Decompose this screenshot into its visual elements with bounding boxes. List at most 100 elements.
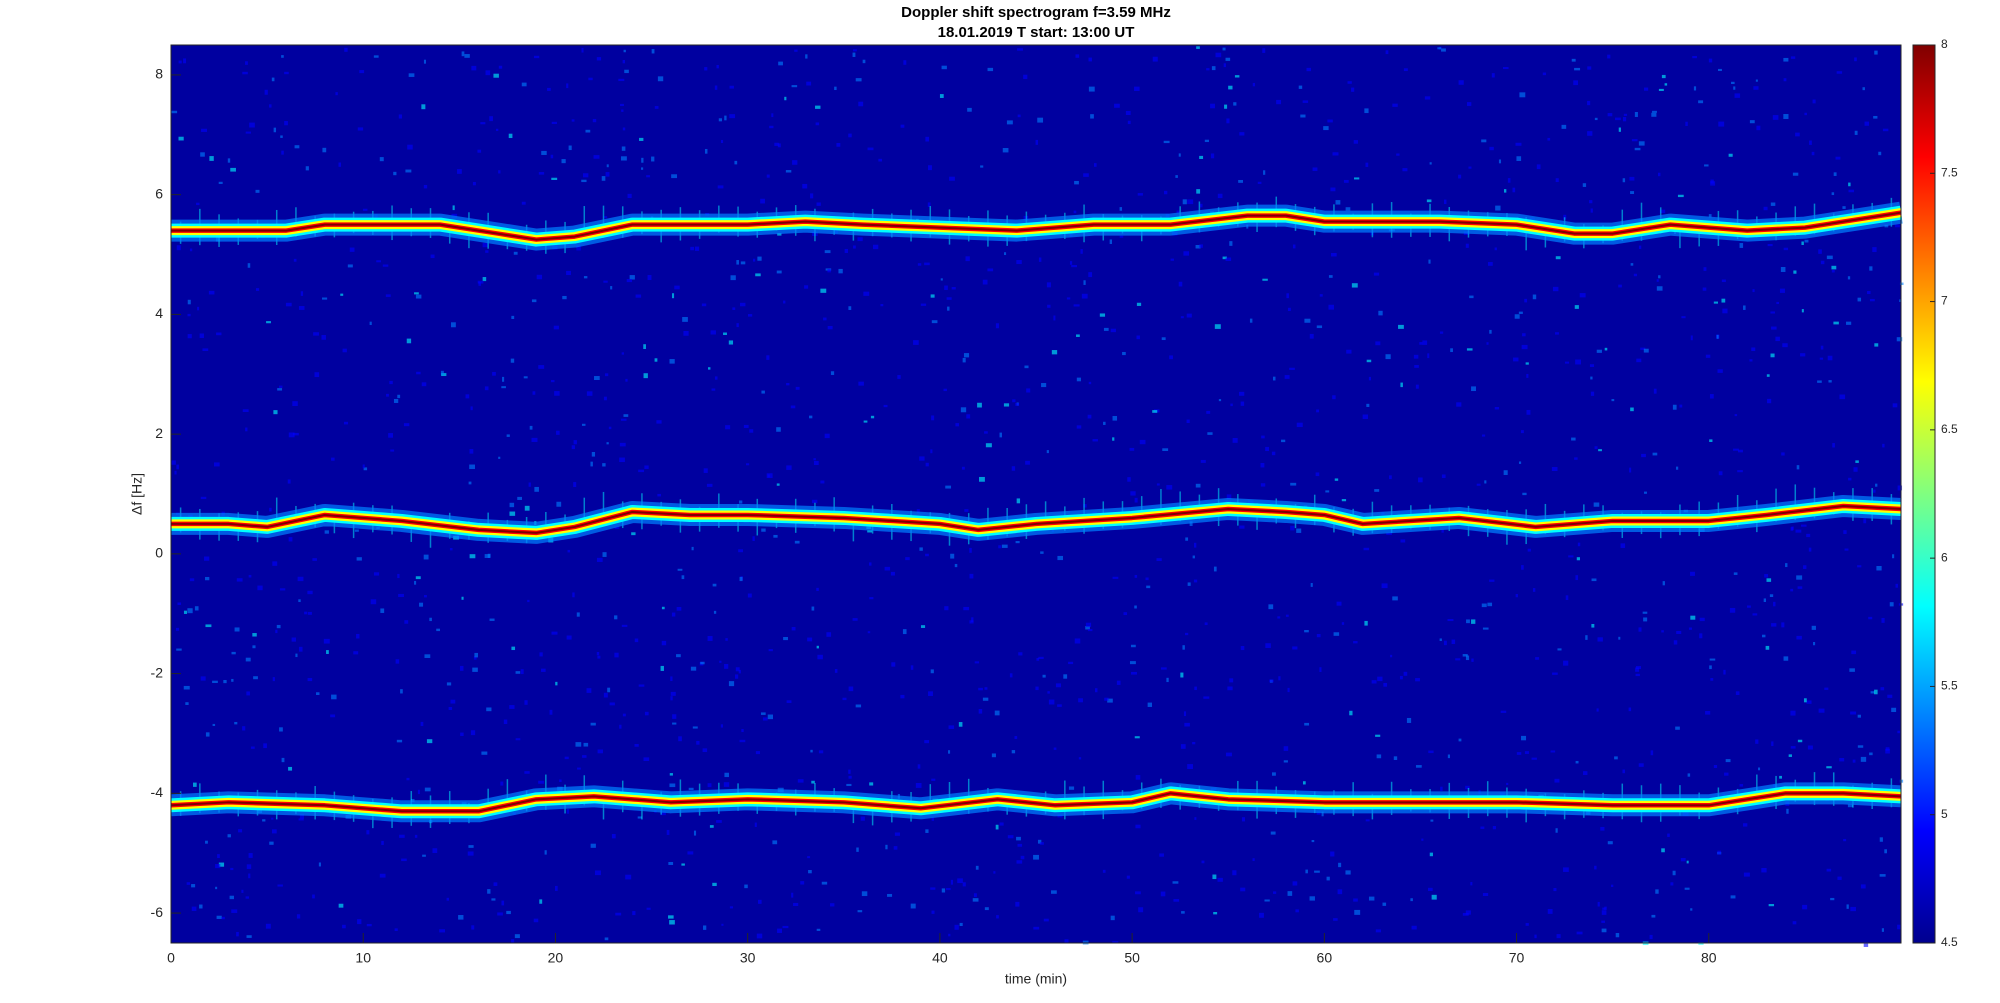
speckle bbox=[1590, 208, 1593, 213]
speckle bbox=[1286, 293, 1289, 299]
speckle bbox=[1160, 891, 1166, 897]
speckle bbox=[1223, 63, 1226, 68]
speckle bbox=[1870, 691, 1875, 694]
speckle bbox=[547, 87, 551, 91]
speckle bbox=[946, 297, 952, 300]
speckle bbox=[1217, 877, 1223, 882]
speckle bbox=[1522, 333, 1526, 337]
speckle bbox=[1026, 388, 1031, 393]
speckle bbox=[1749, 359, 1753, 362]
speckle bbox=[1482, 627, 1489, 630]
speckle bbox=[1156, 483, 1160, 486]
speckle bbox=[669, 783, 676, 788]
colorbar-tick-label: 6.5 bbox=[1941, 422, 1958, 436]
speckle bbox=[1579, 293, 1586, 298]
speckle bbox=[957, 878, 963, 884]
y-tick-label: 0 bbox=[155, 545, 163, 561]
speckle bbox=[1092, 439, 1098, 442]
speckle bbox=[1260, 462, 1265, 468]
plot-frame bbox=[170, 44, 1902, 944]
speckle bbox=[917, 263, 922, 266]
speckle bbox=[1213, 911, 1218, 915]
speckle bbox=[277, 388, 283, 391]
speckle bbox=[1476, 483, 1481, 486]
speckle bbox=[703, 925, 707, 930]
speckle bbox=[739, 576, 743, 582]
speckle bbox=[1138, 907, 1144, 913]
speckle bbox=[221, 916, 225, 920]
speckle bbox=[1166, 677, 1169, 683]
speckle bbox=[1615, 117, 1621, 121]
speckle bbox=[1693, 86, 1697, 91]
speckle bbox=[385, 294, 391, 297]
speckle bbox=[482, 242, 489, 248]
speckle bbox=[183, 58, 187, 64]
speckle bbox=[1349, 710, 1353, 716]
speckle bbox=[1618, 284, 1622, 288]
speckle bbox=[1524, 298, 1528, 303]
speckle bbox=[1817, 380, 1822, 383]
speckle bbox=[1629, 176, 1635, 181]
speckle bbox=[732, 307, 736, 310]
speckle bbox=[821, 881, 828, 885]
speckle bbox=[1162, 448, 1169, 451]
speckle bbox=[958, 722, 963, 727]
speckle bbox=[894, 832, 900, 836]
speckle bbox=[681, 575, 685, 580]
speckle bbox=[1655, 889, 1659, 894]
speckle bbox=[1375, 734, 1381, 737]
speckle bbox=[1730, 895, 1736, 899]
speckle bbox=[1708, 214, 1712, 218]
speckle bbox=[995, 824, 999, 830]
speckle bbox=[1309, 896, 1315, 901]
speckle bbox=[1146, 585, 1151, 589]
speckle bbox=[279, 588, 286, 591]
speckle bbox=[1766, 374, 1770, 377]
speckle bbox=[622, 60, 626, 64]
speckle bbox=[985, 443, 992, 448]
speckle bbox=[1800, 353, 1806, 357]
speckle bbox=[408, 73, 415, 77]
speckle bbox=[1159, 853, 1164, 857]
speckle bbox=[1583, 771, 1588, 775]
colorbar-tick-label: 5 bbox=[1941, 807, 1948, 821]
speckle bbox=[1066, 297, 1071, 300]
speckle bbox=[772, 840, 778, 845]
speckle bbox=[1225, 57, 1231, 61]
speckle bbox=[246, 935, 252, 938]
speckle bbox=[1557, 648, 1562, 651]
speckle bbox=[945, 485, 952, 489]
speckle bbox=[1875, 483, 1878, 487]
speckle bbox=[1319, 667, 1322, 672]
speckle bbox=[189, 578, 195, 582]
y-tick-label: -4 bbox=[151, 784, 164, 800]
speckle bbox=[1201, 860, 1205, 864]
speckle bbox=[1365, 162, 1369, 167]
speckle bbox=[489, 618, 495, 621]
speckle bbox=[1382, 902, 1387, 906]
speckle bbox=[670, 696, 673, 701]
speckle bbox=[1074, 638, 1081, 644]
speckle bbox=[1766, 578, 1772, 582]
speckle bbox=[1076, 334, 1080, 337]
speckle bbox=[1018, 652, 1023, 656]
speckle bbox=[1043, 918, 1049, 922]
speckle bbox=[919, 547, 923, 551]
speckle bbox=[582, 755, 587, 758]
speckle bbox=[761, 390, 765, 394]
speckle bbox=[816, 645, 819, 649]
speckle bbox=[863, 420, 868, 423]
speckle bbox=[622, 127, 626, 131]
speckle bbox=[1136, 335, 1140, 340]
speckle bbox=[252, 633, 257, 637]
speckle bbox=[1591, 623, 1595, 628]
speckle bbox=[1811, 151, 1815, 156]
trace bbox=[171, 211, 1902, 241]
speckle bbox=[1051, 350, 1058, 355]
speckle bbox=[176, 648, 182, 651]
speckle bbox=[1400, 539, 1406, 543]
speckle bbox=[485, 70, 491, 76]
speckle bbox=[187, 334, 192, 339]
speckle bbox=[1547, 137, 1551, 141]
speckle bbox=[1016, 498, 1021, 504]
